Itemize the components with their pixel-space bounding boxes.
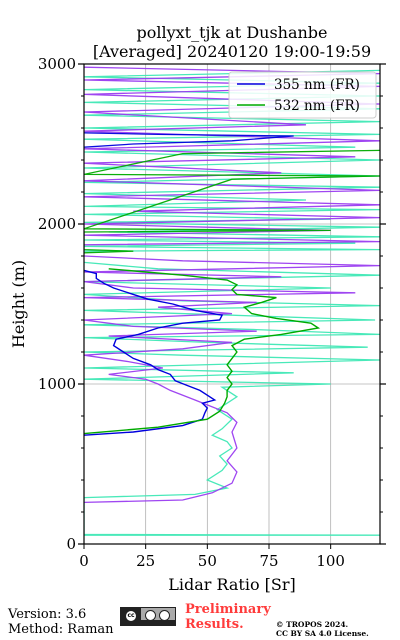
x-tick-label: 100 xyxy=(316,552,345,570)
x-tick-label: 50 xyxy=(198,552,217,570)
y-tick-label: 2000 xyxy=(38,215,76,233)
y-axis-label: Height (m) xyxy=(9,260,28,348)
method-text: Method: Raman xyxy=(8,622,114,637)
y-tick-label: 1000 xyxy=(38,375,76,393)
noise-trace-purple-near-field xyxy=(84,255,380,504)
y-tick-label: 3000 xyxy=(38,55,76,73)
noise-trace-upper-green xyxy=(84,149,380,254)
x-tick-label: 75 xyxy=(259,552,278,570)
series-line-355nm xyxy=(84,269,224,436)
chart-title-line2: [Averaged] 20240120 19:00-19:59 xyxy=(92,42,372,61)
copyright-notice: © TROPOS 2024. CC BY SA 4.0 License. xyxy=(276,620,369,638)
copyright-line1: © TROPOS 2024. xyxy=(276,620,349,629)
legend-label-532nm: 532 nm (FR) xyxy=(274,98,360,114)
y-tick-label: 0 xyxy=(66,535,76,553)
copyright-line2: CC BY SA 4.0 License. xyxy=(276,629,369,638)
version-text: Version: 3.6 xyxy=(8,607,87,622)
noise-trace-upper-blue xyxy=(84,132,294,148)
series-line-532nm xyxy=(84,268,321,435)
x-axis-label: Lidar Ratio [Sr] xyxy=(168,575,296,594)
legend-label-355nm: 355 nm (FR) xyxy=(274,77,360,93)
preliminary-notice: Preliminary Results. xyxy=(185,602,271,632)
noise-trace-aqua-near-field xyxy=(84,261,380,536)
x-tick-label: 25 xyxy=(136,552,155,570)
legend-box xyxy=(228,71,377,119)
x-tick-label: 0 xyxy=(79,552,89,570)
plot-frame xyxy=(83,63,381,545)
preliminary-line2: Results. xyxy=(185,617,244,632)
cc-license-icon: cc xyxy=(120,607,176,626)
chart-title-line1: pollyxt_tjk at Dushanbe xyxy=(136,23,328,42)
preliminary-line1: Preliminary xyxy=(185,602,271,617)
